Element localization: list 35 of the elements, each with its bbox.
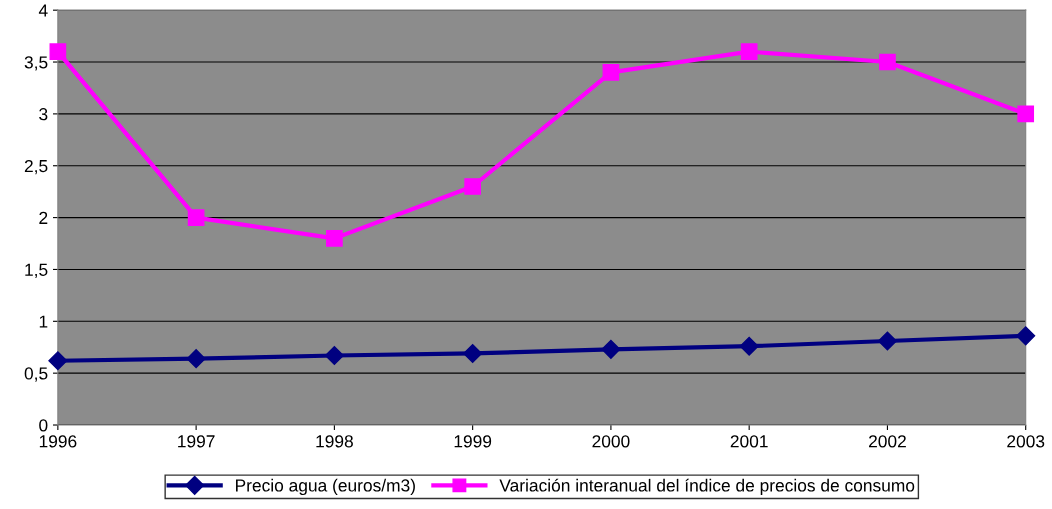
point [464, 178, 481, 195]
point [324, 345, 344, 366]
point [877, 331, 897, 351]
y-tick-label: 1 [39, 315, 48, 328]
point [48, 351, 68, 371]
point [1017, 105, 1035, 123]
point [186, 349, 206, 369]
point [463, 343, 483, 363]
point [740, 43, 758, 60]
y-tick-label: 2 [39, 211, 48, 224]
point [1016, 326, 1036, 346]
x-tick-label: 1999 [454, 435, 492, 448]
y-tick-label: 3 [39, 108, 48, 121]
point [187, 209, 205, 226]
x-tick-label: 2001 [730, 435, 768, 448]
x-tick-label: 2000 [592, 435, 630, 448]
y-tick-label: 1,5 [25, 263, 48, 278]
point [879, 53, 896, 71]
x-tick-label: 1997 [178, 435, 215, 448]
legend-label: Variación interanual del índice de precios de consumo [499, 478, 915, 496]
x-tick-label: 1996 [39, 435, 77, 448]
x-tick-label: 1998 [316, 435, 353, 448]
y-tick-label: 0 [39, 419, 48, 432]
x-tick-label: 2003 [1007, 435, 1045, 448]
x-tick-label: 2002 [869, 435, 906, 448]
point [601, 339, 621, 359]
y-tick-label: 0,5 [24, 367, 48, 382]
point [739, 336, 759, 356]
y-tick-label: 4 [38, 4, 48, 17]
y-tick-label: 3,5 [24, 56, 48, 71]
point [49, 43, 67, 60]
legend-label: Precio agua (euros/m3) [236, 478, 415, 496]
point [602, 64, 620, 81]
y-tick-label: 2,5 [24, 159, 48, 175]
point [326, 230, 343, 247]
